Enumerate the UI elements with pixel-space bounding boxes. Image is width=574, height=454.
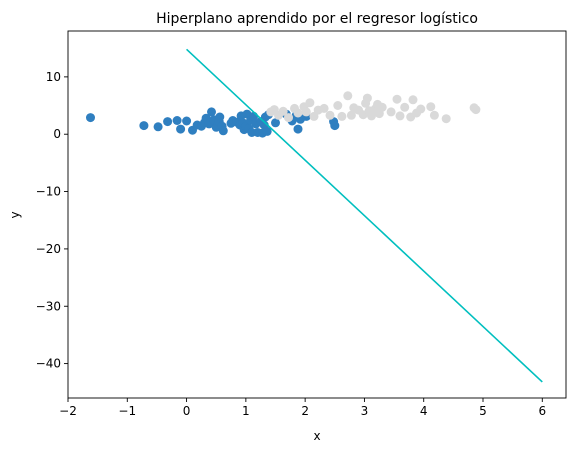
- data-point-series-2: [386, 107, 396, 117]
- data-point-series-2: [408, 95, 418, 105]
- chart-title: Hiperplano aprendido por el regresor log…: [156, 11, 478, 27]
- data-point-series-2: [346, 110, 356, 120]
- data-point-series-2: [377, 102, 387, 112]
- data-point-series-2: [319, 103, 329, 113]
- data-point-series-1: [182, 116, 192, 126]
- data-point-series-1: [176, 124, 186, 134]
- data-point-series-2: [325, 110, 335, 120]
- x-tick-label: 6: [538, 404, 546, 418]
- x-tick-label: 4: [420, 404, 428, 418]
- data-point-series-1: [153, 122, 163, 132]
- data-point-series-2: [343, 91, 353, 101]
- data-point-series-2: [416, 104, 426, 114]
- data-point-series-2: [278, 106, 288, 116]
- y-tick-label: −30: [36, 299, 61, 313]
- data-point-series-2: [337, 111, 347, 121]
- x-axis-label: x: [313, 429, 320, 443]
- x-tick-label: 3: [361, 404, 369, 418]
- data-point-series-1: [330, 121, 340, 131]
- hyperplane-line: [186, 48, 543, 383]
- y-tick-label: −20: [36, 242, 61, 256]
- data-point-series-1: [262, 126, 272, 136]
- data-point-series-1: [215, 112, 225, 122]
- data-point-series-1: [271, 118, 280, 128]
- y-tick-label: 10: [46, 70, 61, 84]
- x-tick-label: −2: [59, 404, 77, 418]
- data-point-series-2: [301, 107, 311, 117]
- x-tick-label: 0: [183, 404, 191, 418]
- x-tick-label: 2: [301, 404, 309, 418]
- data-point-series-2: [395, 111, 405, 121]
- data-point-series-2: [362, 93, 372, 103]
- data-point-series-1: [86, 113, 95, 123]
- data-point-series-1: [207, 107, 216, 117]
- data-point-series-2: [400, 102, 410, 112]
- data-point-series-2: [471, 105, 481, 115]
- data-point-series-2: [429, 110, 439, 120]
- plot-area: [86, 48, 543, 383]
- x-tick-label: 5: [479, 404, 487, 418]
- y-tick-label: 0: [53, 127, 61, 141]
- y-axis-label: y: [8, 211, 22, 218]
- data-point-series-2: [392, 94, 402, 104]
- data-point-series-2: [367, 111, 376, 121]
- data-point-series-2: [441, 114, 451, 124]
- plot-frame: [67, 30, 567, 399]
- data-point-series-1: [293, 124, 303, 134]
- data-point-series-1: [218, 126, 228, 136]
- data-point-series-1: [139, 121, 149, 131]
- data-point-series-2: [293, 108, 303, 118]
- data-point-series-1: [172, 116, 182, 125]
- data-point-series-2: [284, 113, 293, 123]
- data-point-series-2: [333, 101, 343, 110]
- data-point-series-1: [163, 117, 173, 127]
- y-tick-label: −40: [36, 357, 61, 371]
- x-tick-label: −1: [118, 404, 136, 418]
- data-point-series-2: [426, 102, 436, 112]
- x-tick-label: 1: [242, 404, 250, 418]
- data-point-series-2: [305, 98, 315, 108]
- y-tick-label: −10: [36, 185, 61, 199]
